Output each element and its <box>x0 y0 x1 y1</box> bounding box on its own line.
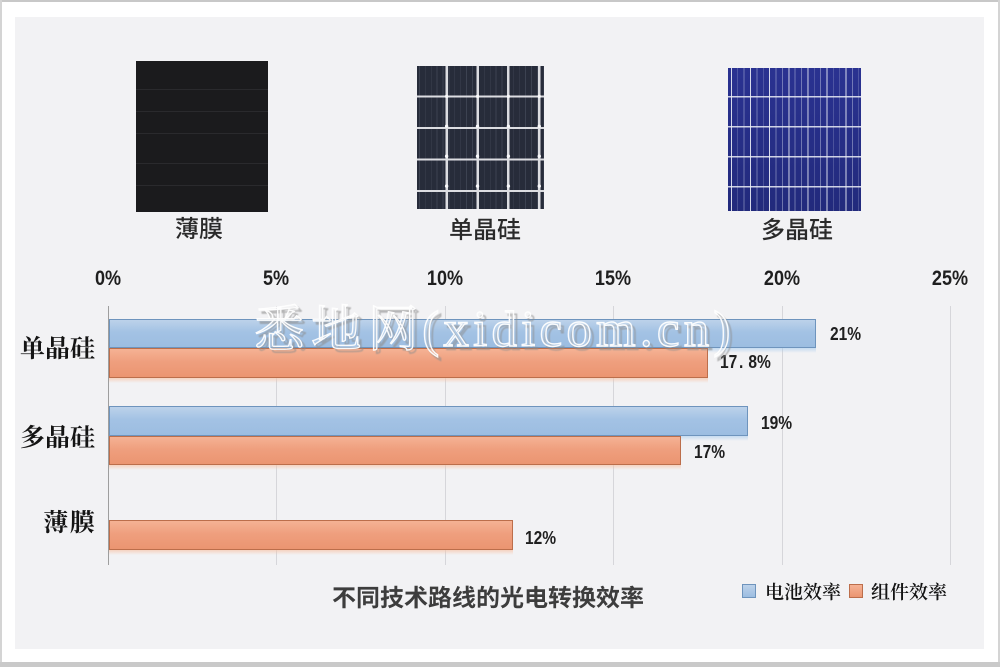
svg-text:(xidicom.cn): (xidicom.cn) <box>422 302 734 358</box>
svg-text:(xidicom.cn): (xidicom.cn) <box>425 305 737 361</box>
